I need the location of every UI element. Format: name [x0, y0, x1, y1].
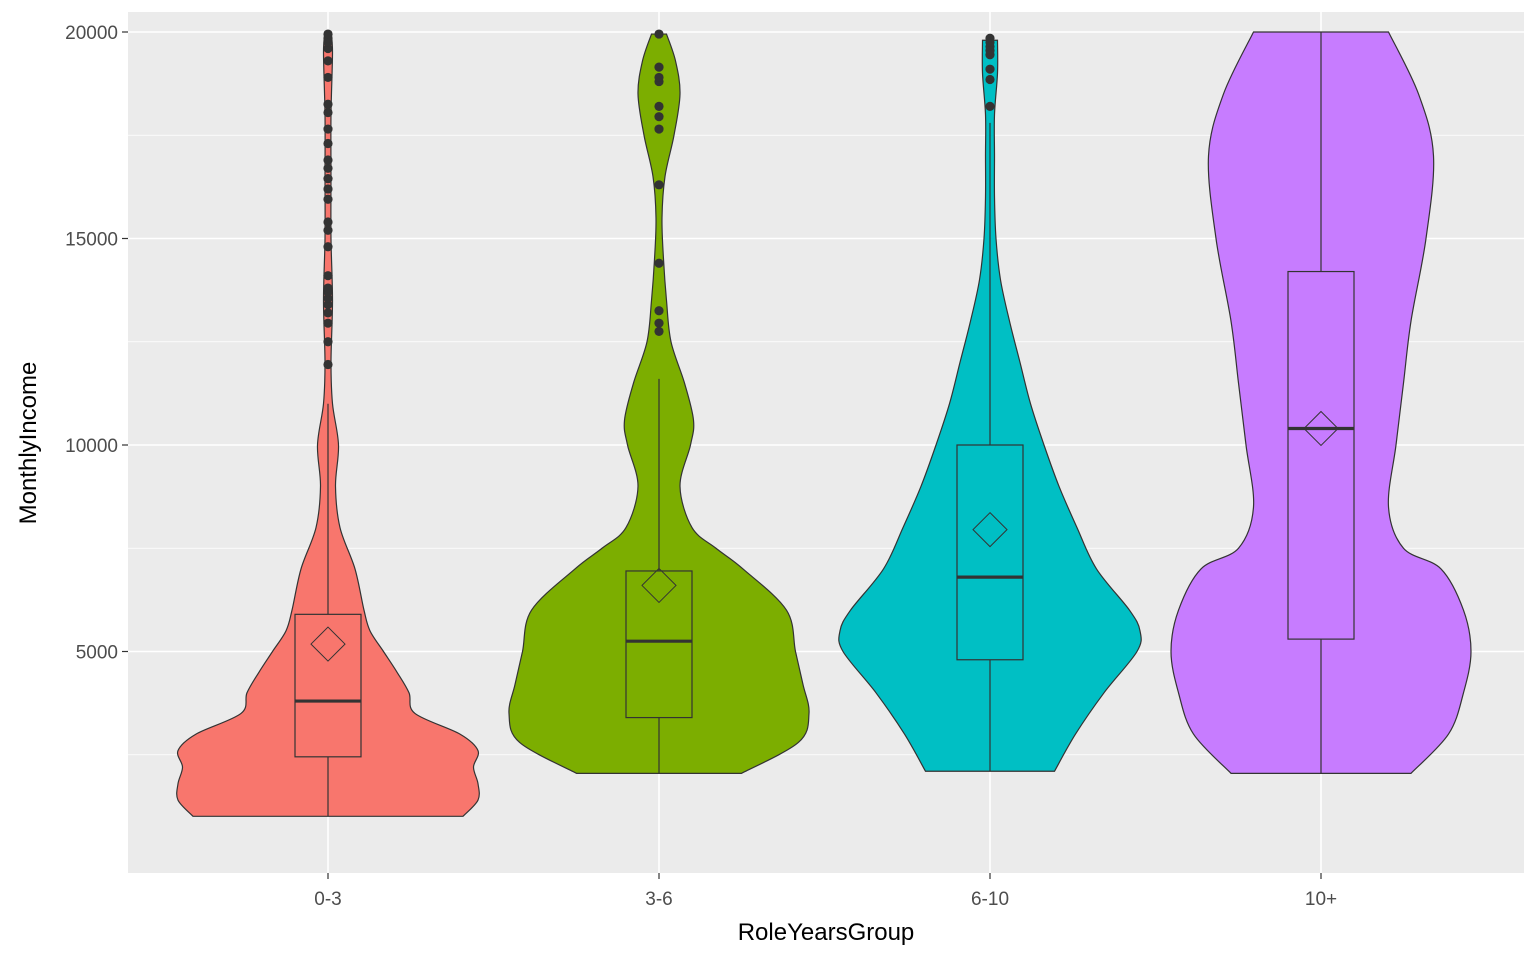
outlier-point — [323, 283, 333, 293]
outlier-point — [654, 72, 664, 83]
mean-marker — [1303, 410, 1339, 447]
y-axis-ticks: 5000 10000 15000 20000 — [65, 23, 128, 664]
outlier-point — [654, 124, 664, 134]
box-10+ — [1287, 270, 1355, 640]
outlier-point — [654, 101, 664, 111]
mean-marker — [310, 626, 346, 662]
y-tick-label: 20000 — [65, 23, 118, 44]
outlier-point — [323, 308, 333, 318]
x-tick-label: 6-10 — [971, 889, 1009, 910]
outlier-point — [323, 155, 333, 165]
outlier-point — [323, 107, 333, 118]
box-6-10 — [956, 444, 1024, 661]
outlier-point — [654, 62, 664, 72]
outlier-point — [654, 326, 664, 337]
outlier-point — [323, 359, 333, 370]
outlier-point — [323, 271, 333, 281]
outlier-point — [985, 101, 995, 111]
x-axis-ticks: 0-3 3-6 6-10 10+ — [314, 873, 1337, 910]
outlier-point — [985, 74, 995, 85]
x-axis-title: RoleYearsGroup — [738, 919, 915, 946]
y-tick-label: 5000 — [76, 643, 118, 664]
outlier-point — [323, 124, 333, 134]
outlier-point — [654, 180, 664, 190]
x-tick-label: 0-3 — [314, 889, 341, 910]
outlier-point — [323, 56, 333, 66]
outlier-point — [323, 174, 333, 184]
box-3-6 — [625, 570, 693, 719]
y-tick-label: 15000 — [65, 230, 118, 251]
outlier-point — [323, 163, 333, 173]
outlier-point — [323, 72, 333, 83]
outlier-point — [654, 29, 664, 39]
outlier-point — [985, 64, 995, 74]
box-0-3 — [294, 613, 362, 758]
y-tick-label: 10000 — [65, 436, 118, 457]
outlier-point — [323, 184, 333, 194]
outlier-point — [654, 258, 664, 268]
x-tick-label: 10+ — [1305, 889, 1337, 910]
outlier-point — [323, 318, 333, 328]
boxplot-layer — [294, 29, 1355, 817]
outlier-point — [654, 306, 664, 316]
outlier-point — [323, 138, 333, 149]
outlier-point — [323, 337, 333, 347]
outlier-point — [323, 217, 333, 227]
outlier-point — [654, 112, 664, 122]
outlier-point — [323, 242, 333, 252]
outlier-point — [323, 225, 333, 235]
outlier-point — [323, 29, 333, 39]
outlier-point — [985, 33, 995, 43]
mean-marker — [972, 511, 1008, 548]
x-tick-label: 3-6 — [645, 889, 672, 910]
outlier-point — [654, 318, 664, 328]
outlier-point — [323, 99, 333, 109]
outlier-point — [323, 194, 333, 204]
y-axis-title: MonthlyIncome — [15, 362, 42, 525]
mean-marker — [641, 567, 677, 604]
